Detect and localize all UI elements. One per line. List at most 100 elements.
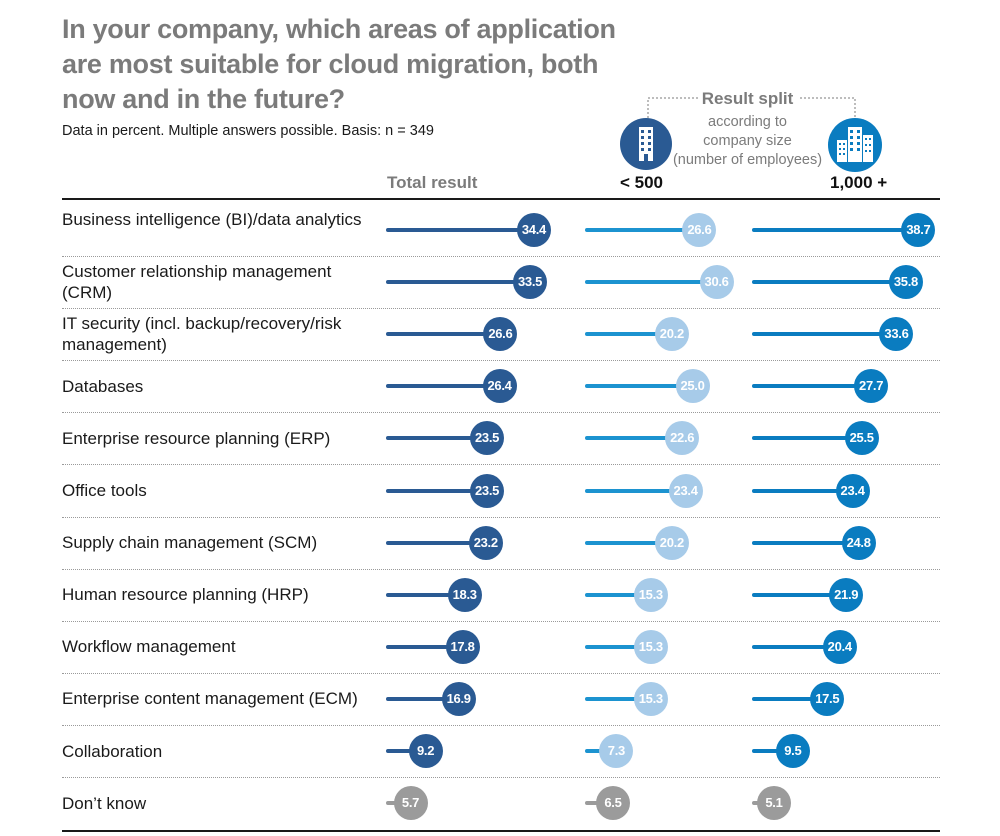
category-label: Enterprise content management (ECM) xyxy=(62,689,358,709)
small-company-building-icon xyxy=(620,118,672,170)
bar-line xyxy=(386,488,480,493)
bar-line xyxy=(585,644,643,649)
category-label: Workflow management xyxy=(62,637,236,657)
row-separator xyxy=(62,620,940,622)
value-bubble: 17.5 xyxy=(810,681,845,716)
value-bubble: 38.7 xyxy=(901,213,936,247)
bar-line xyxy=(752,540,851,545)
split-subtitle-line: company size xyxy=(703,133,792,149)
value-bubble: 25.0 xyxy=(675,369,710,404)
bar-line xyxy=(585,801,605,806)
bar-line xyxy=(585,436,675,441)
column-header-large-company: 1,000 + xyxy=(830,173,888,192)
table-bottom-rule xyxy=(62,830,940,832)
split-subtitle: according to company size (number of emp… xyxy=(660,113,835,170)
bar-line xyxy=(752,332,889,337)
bar-line xyxy=(585,540,664,545)
row-separator xyxy=(62,568,940,570)
value-bubble: 9.5 xyxy=(775,734,810,768)
value-bubble: 20.2 xyxy=(654,525,689,560)
category-label: Customer relationship management (CRM) xyxy=(62,262,332,303)
category-label: Enterprise resource planning (ERP) xyxy=(62,428,331,448)
bar-line xyxy=(752,436,854,441)
bar-line xyxy=(585,228,692,232)
bar-line xyxy=(386,592,457,597)
bar-line xyxy=(585,696,643,701)
value-bubble: 15.3 xyxy=(633,681,668,716)
row-separator xyxy=(62,724,940,726)
row-separator xyxy=(62,412,940,414)
split-subtitle-line: (number of employees) xyxy=(672,152,823,168)
bar-line xyxy=(752,228,911,232)
bar-line xyxy=(386,280,523,285)
value-bubble: 20.4 xyxy=(822,629,857,664)
row-separator xyxy=(62,516,940,518)
bar-line xyxy=(585,332,664,337)
bar-line xyxy=(386,332,493,337)
column-header-total: Total result xyxy=(387,173,478,192)
value-bubble: 23.5 xyxy=(470,421,505,456)
bar-line xyxy=(752,749,785,753)
value-bubble: 16.9 xyxy=(441,681,476,716)
bar-line xyxy=(585,384,685,389)
value-bubble: 15.3 xyxy=(633,577,668,612)
value-bubble: 26.6 xyxy=(483,317,518,352)
value-bubble: 23.5 xyxy=(470,473,505,508)
split-bracket xyxy=(647,97,856,118)
bar-line xyxy=(386,228,526,232)
value-bubble: 25.5 xyxy=(844,421,879,456)
chart-title: In your company, which areas of applicat… xyxy=(62,14,616,114)
category-label: Supply chain management (SCM) xyxy=(62,533,318,553)
value-bubble: 18.3 xyxy=(447,577,482,612)
bar-line xyxy=(386,696,451,701)
value-bubble: 27.7 xyxy=(854,369,889,404)
value-bubble: 15.3 xyxy=(633,629,668,664)
row-separator xyxy=(62,308,940,310)
bar-line xyxy=(386,384,492,389)
category-label: Human resource planning (HRP) xyxy=(62,585,309,605)
value-bubble: 5.1 xyxy=(756,786,791,821)
category-label: Don’t know xyxy=(62,793,147,813)
category-label: IT security (incl. backup/recovery/risk … xyxy=(62,314,342,355)
category-label: Collaboration xyxy=(62,741,163,761)
value-bubble: 23.4 xyxy=(835,473,870,508)
value-bubble: 22.6 xyxy=(665,421,700,456)
row-separator xyxy=(62,464,940,466)
value-bubble: 35.8 xyxy=(888,265,923,300)
bar-line xyxy=(752,644,832,649)
bar-line xyxy=(386,540,478,545)
bar-line xyxy=(752,696,820,701)
table-top-rule xyxy=(62,198,940,200)
bar-line xyxy=(585,749,609,753)
bar-line xyxy=(386,644,455,649)
value-bubble: 6.5 xyxy=(595,786,630,821)
value-bubble: 24.8 xyxy=(841,525,876,560)
value-bubble: 26.4 xyxy=(482,369,517,404)
row-separator xyxy=(62,672,940,674)
bar-line xyxy=(752,280,898,285)
row-separator xyxy=(62,360,940,362)
value-bubble: 5.7 xyxy=(393,786,428,821)
bar-line xyxy=(585,488,678,493)
row-separator xyxy=(62,777,940,778)
category-label: Databases xyxy=(62,376,144,396)
value-bubble: 7.3 xyxy=(599,734,634,768)
value-bubble: 9.2 xyxy=(408,734,443,768)
split-subtitle-line: according to xyxy=(708,114,787,130)
value-bubble: 20.2 xyxy=(654,317,689,352)
value-bubble: 23.2 xyxy=(468,525,503,560)
value-bubble: 26.6 xyxy=(682,213,717,247)
bar-line xyxy=(752,384,864,389)
chart-subtitle: Data in percent. Multiple answers possib… xyxy=(62,123,434,139)
bar-line xyxy=(752,488,845,493)
bar-line xyxy=(386,749,418,753)
bar-line xyxy=(386,436,480,441)
value-bubble: 21.9 xyxy=(829,577,864,612)
category-label: Business intelligence (BI)/data analytic… xyxy=(62,210,362,229)
value-bubble: 30.6 xyxy=(699,265,734,300)
row-separator xyxy=(62,256,940,257)
value-bubble: 17.8 xyxy=(445,629,480,664)
split-title: Result split xyxy=(701,89,794,108)
value-bubble: 23.4 xyxy=(668,473,703,508)
value-bubble: 33.6 xyxy=(879,317,914,352)
